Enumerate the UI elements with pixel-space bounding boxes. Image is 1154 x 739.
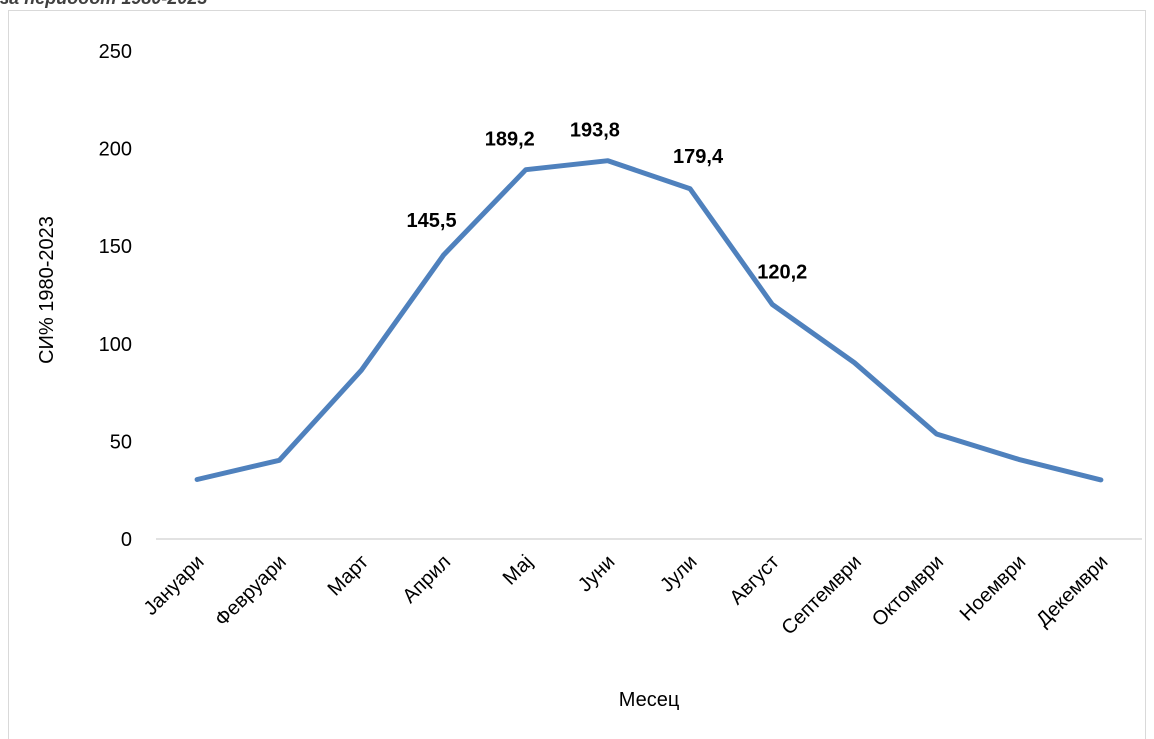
x-tick-label: Јули — [656, 551, 702, 597]
y-tick-label: 50 — [110, 431, 132, 453]
y-tick-label: 150 — [99, 236, 132, 258]
x-tick-label: Октомври — [868, 551, 948, 631]
x-tick-label: Април — [398, 551, 455, 608]
x-tick-label: Ноември — [956, 551, 1031, 626]
data-label: 179,4 — [673, 146, 724, 168]
x-tick-label: Март — [324, 551, 373, 600]
x-tick-label: Февруари — [211, 551, 291, 631]
x-tick-label: Јуни — [574, 551, 619, 596]
data-label: 193,8 — [570, 120, 620, 142]
x-axis-ticks: Јануари Февруари Март Април Мај Јуни Јули Авгус… — [140, 551, 1113, 639]
x-tick-label: Декември — [1032, 551, 1112, 631]
data-label: 189,2 — [485, 129, 535, 151]
y-axis-ticks: 0 50 100 150 200 250 — [99, 41, 132, 551]
y-tick-label: 200 — [99, 139, 132, 161]
x-tick-label: Мај — [499, 551, 538, 590]
chart-frame — [8, 10, 1146, 739]
data-labels: 145,5 189,2 193,8 179,4 120,2 — [407, 120, 808, 284]
series-line — [194, 158, 1104, 483]
chart-caption: за периодот 1980-2023 — [0, 0, 207, 9]
y-tick-label: 250 — [99, 41, 132, 63]
y-axis-title: СИ% 1980-2023 — [36, 216, 58, 364]
series-group — [194, 158, 1104, 483]
y-tick-label: 0 — [121, 529, 132, 551]
x-axis-title: Месец — [619, 689, 680, 711]
y-tick-label: 100 — [99, 334, 132, 356]
data-label: 120,2 — [757, 261, 807, 283]
x-tick-label: Септември — [777, 551, 865, 639]
x-tick-label: Август — [726, 551, 784, 609]
data-label: 145,5 — [407, 210, 457, 232]
x-tick-label: Јануари — [140, 551, 209, 620]
